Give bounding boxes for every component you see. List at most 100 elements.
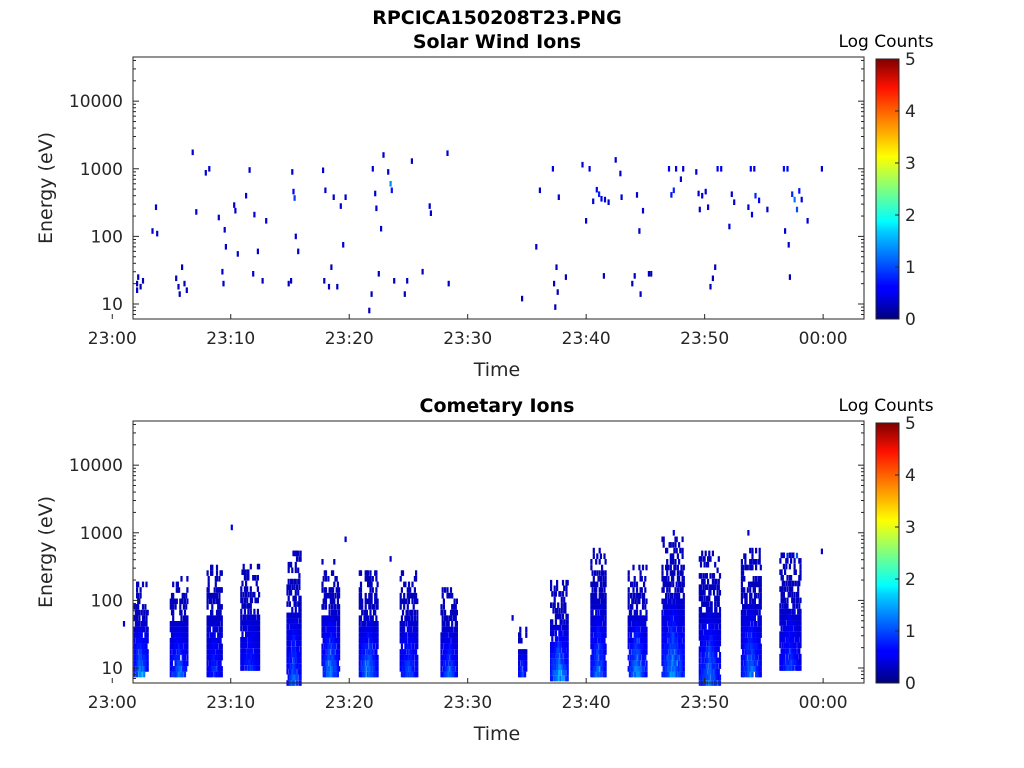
spectrogram-cell (592, 604, 595, 610)
spectrogram-cell (676, 666, 679, 672)
spectrogram-cell (785, 642, 788, 649)
spectrogram-cell (361, 621, 364, 627)
spectrogram-cell (708, 623, 711, 630)
spectrogram-cell (286, 657, 289, 664)
spectrogram-cell (716, 640, 719, 647)
spectrogram-cell (293, 595, 296, 602)
spectrogram-cell (145, 643, 148, 650)
spectrogram-cell (137, 654, 140, 661)
spectrogram-cell (795, 665, 799, 671)
spectrogram-cell (359, 587, 363, 593)
spectrogram-cell (367, 615, 370, 621)
spectrogram-cell (604, 660, 607, 667)
spectrogram-cell (440, 637, 443, 644)
spectrogram-cell (591, 592, 594, 599)
x-tick-label: 23:40 (562, 693, 611, 713)
spectrogram-cell (295, 635, 299, 641)
spectrogram-cell (286, 618, 289, 624)
spectrogram-cell (294, 601, 297, 607)
spectrogram-cell (675, 598, 678, 605)
spectrogram-cell (406, 654, 409, 661)
panel-title: Solar Wind Ions (413, 31, 581, 53)
spectrogram-cell (363, 660, 366, 667)
spectrogram-cell (782, 659, 785, 666)
spectrogram-cell (367, 626, 370, 633)
spectrogram-cell (448, 592, 451, 599)
spectrogram-cell (698, 590, 701, 596)
spectrogram-cell (779, 614, 782, 621)
x-axis-label: Time (473, 359, 521, 381)
spectrogram-cell (406, 643, 409, 650)
spectrogram-cell (290, 561, 293, 568)
spectrogram-cell (668, 581, 671, 588)
spectrogram-cell (445, 637, 448, 644)
spectrogram-cell (792, 637, 795, 643)
spectrogram-cell (627, 598, 630, 605)
spectrogram-cell (698, 612, 701, 619)
spectrogram-cell (411, 615, 414, 621)
spectrogram-cell (791, 591, 794, 598)
spectrogram-cell (321, 559, 324, 565)
spectrogram-cell (703, 590, 706, 596)
spectrogram-cell (710, 668, 713, 675)
spectrogram-cell (716, 635, 719, 641)
spectrogram-cell (758, 587, 761, 593)
spectrogram-cell (552, 653, 555, 659)
spectrogram-cell (662, 587, 665, 593)
colorbar (875, 58, 900, 320)
spectrogram-cell (596, 649, 599, 655)
spectrogram-cell (405, 598, 408, 605)
spectrogram-cell (639, 576, 642, 582)
spectrogram-cell (255, 665, 258, 671)
spectrogram-cell (753, 637, 756, 644)
spectrogram-cell (637, 598, 640, 605)
spectrogram-cell (566, 636, 569, 642)
spectrogram-cell (601, 604, 604, 610)
spectrogram-cell (708, 663, 711, 669)
spectrogram-cell (299, 606, 302, 613)
spectrogram-cell (639, 671, 642, 678)
spectrogram-cell (708, 550, 711, 557)
spectrogram-cell (140, 632, 143, 638)
spectrogram-cell (247, 603, 250, 609)
spectrogram-cell (566, 579, 569, 586)
spectrogram-cell (410, 158, 413, 164)
spectrogram-cell (207, 632, 210, 638)
spectrogram-cell (663, 604, 666, 610)
spectrogram-cell (755, 643, 758, 650)
spectrogram-cell (335, 576, 338, 582)
spectrogram-cell (375, 660, 378, 667)
spectrogram-cell (298, 629, 301, 636)
spectrogram-cell (704, 674, 707, 681)
spectrogram-cell (243, 648, 246, 654)
spectrogram-cell (298, 652, 301, 658)
spectrogram-cell (591, 581, 594, 588)
spectrogram-cell (221, 268, 224, 275)
spectrogram-cell (780, 569, 783, 575)
spectrogram-cell (702, 573, 705, 579)
spectrogram-cell (448, 643, 451, 650)
spectrogram-cell (747, 632, 751, 638)
spectrogram-cell (411, 643, 414, 650)
spectrogram-cell (558, 664, 561, 670)
spectrogram-cell (453, 632, 456, 638)
spectrogram-cell (681, 581, 684, 588)
spectrogram-cell (181, 621, 184, 627)
spectrogram-cell (788, 625, 791, 632)
spectrogram-cell (716, 646, 719, 652)
spectrogram-cell (169, 604, 172, 610)
spectrogram-cell (676, 609, 679, 616)
spectrogram-cell (367, 576, 370, 582)
spectrogram-cell (324, 615, 328, 621)
spectrogram-cell (755, 547, 758, 554)
spectrogram-cell (249, 620, 252, 626)
spectrogram-cell (290, 590, 293, 596)
spectrogram-cell (185, 592, 188, 599)
spectrogram-cell (661, 587, 664, 593)
spectrogram-cell (389, 181, 392, 187)
spectrogram-cell (412, 592, 415, 599)
spectrogram-cell (175, 643, 178, 650)
spectrogram-cell (410, 671, 413, 678)
spectrogram-cell (410, 637, 413, 644)
spectrogram-cell (598, 191, 601, 197)
